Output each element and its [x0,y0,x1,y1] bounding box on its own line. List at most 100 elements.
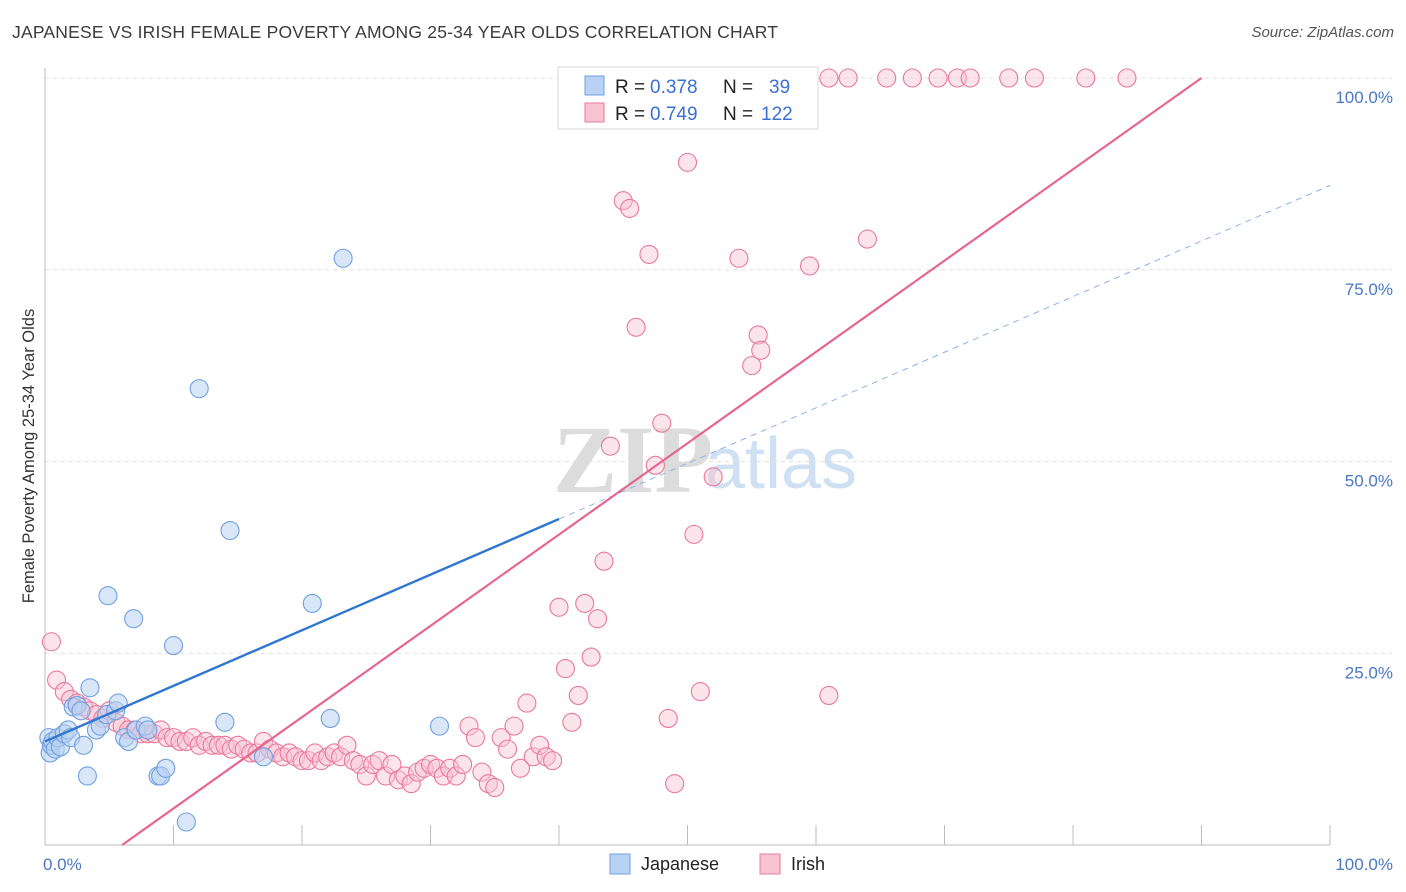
point-irish-90 [626,317,646,337]
point-irish-117 [960,68,980,88]
point-irish-99 [703,467,723,487]
bottom-legend-japanese: Japanese [641,854,719,874]
point-irish-79 [549,597,569,617]
point-irish-86 [594,551,614,571]
point-irish-89 [620,198,640,218]
point-irish-69 [485,777,505,798]
point-irish-97 [684,524,704,544]
legend-swatch-japanese [584,75,605,96]
point-japanese-19 [98,586,118,606]
chart-title: JAPANESE VS IRISH FEMALE POVERTY AMONG 2… [12,22,779,42]
point-irish-93 [652,413,672,433]
trend-lines [558,184,1331,520]
point-irish-120 [1076,68,1096,88]
bottom-legend-swatch-japanese [609,853,631,875]
point-irish-2 [54,682,74,702]
point-irish-81 [562,712,582,732]
legend-r-label-irish: R = [615,104,645,125]
point-irish-80 [555,659,575,679]
trend-japanese [44,517,560,743]
point-japanese-24 [124,609,144,629]
bottom-legend-irish: Irish [791,854,825,874]
point-irish-111 [819,68,839,88]
point-irish-71 [498,739,518,759]
point-irish-114 [902,68,922,88]
point-irish-98 [690,682,710,702]
y-tick-label-1: 50.0% [1345,472,1393,491]
point-irish-78 [543,751,563,771]
point-irish-20 [170,731,190,752]
point-japanese-39 [333,248,353,268]
point-irish-106 [857,229,877,249]
legend-n-japanese: 39 [769,77,790,98]
legend-r-label-japanese: R = [615,77,645,98]
watermark-zip: ZIP [553,406,713,513]
legend: R = 0.378 N = 39 R = 0.749 N = 122 [557,66,819,130]
point-irish-72 [504,716,524,736]
point-irish-41 [305,743,325,763]
point-japanese-36 [253,747,274,767]
point-irish-113 [877,68,897,88]
point-irish-88 [613,191,633,211]
point-japanese-32 [176,812,196,832]
point-irish-102 [748,325,768,345]
point-irish-118 [999,68,1019,88]
point-japanese-35 [220,520,240,541]
point-irish-64 [453,754,473,775]
point-irish-115 [928,68,948,88]
point-irish-119 [1024,68,1044,88]
point-japanese-31 [163,636,184,656]
point-japanese-40 [429,716,450,736]
watermark-atlas: atlas [705,424,857,504]
point-irish-65 [459,716,479,736]
legend-n-label-irish: N = [723,104,753,125]
x-tick-label-0: 0.0% [43,855,82,874]
point-irish-96 [677,152,698,172]
grid-lines [45,77,1392,654]
point-irish-18 [157,728,177,748]
point-irish-1 [47,670,67,690]
point-japanese-34 [215,712,235,732]
point-irish-100 [729,248,749,268]
point-irish-52 [375,766,396,786]
point-irish-70 [491,728,511,748]
point-irish-66 [465,728,486,748]
trend-irish [121,77,1203,846]
bottom-legend: Japanese Irish [609,853,825,875]
point-irish-91 [639,244,659,264]
tick-labels: 25.0% 50.0% 75.0% 100.0% 0.0% 100.0% [43,88,1393,874]
point-japanese-14 [77,766,97,786]
data-points [39,68,1203,846]
point-irish-121 [1117,68,1137,88]
trend-japanese-extension [558,184,1331,520]
legend-r-irish: 0.749 [650,104,698,125]
x-tick-label-1: 100.0% [1335,855,1393,874]
point-irish-104 [800,256,820,276]
bottom-legend-swatch-irish [759,853,781,875]
point-irish-103 [751,340,771,360]
point-irish-76 [530,735,550,755]
y-tick-label-3: 100.0% [1335,88,1393,107]
point-japanese-27 [138,720,158,740]
point-irish-101 [742,356,762,376]
legend-n-label-japanese: N = [723,77,753,98]
chart-source: Source: ZipAtlas.com [1251,24,1394,41]
y-tick-label-2: 75.0% [1345,280,1393,299]
legend-r-japanese: 0.378 [650,77,698,98]
point-irish-73 [510,758,531,778]
point-japanese-13 [74,735,94,755]
point-irish-82 [568,685,588,705]
point-japanese-38 [320,708,340,728]
point-irish-0 [41,632,61,652]
point-irish-67 [472,762,492,782]
y-axis-label: Female Poverty Among 25-34 Year Olds [20,309,38,603]
point-irish-112 [838,68,858,88]
point-irish-94 [658,708,678,728]
point-japanese-12 [71,701,91,721]
point-irish-74 [517,693,537,713]
point-japanese-37 [302,593,322,613]
point-irish-87 [600,436,620,456]
axes [44,68,1331,846]
point-irish-62 [440,758,460,778]
